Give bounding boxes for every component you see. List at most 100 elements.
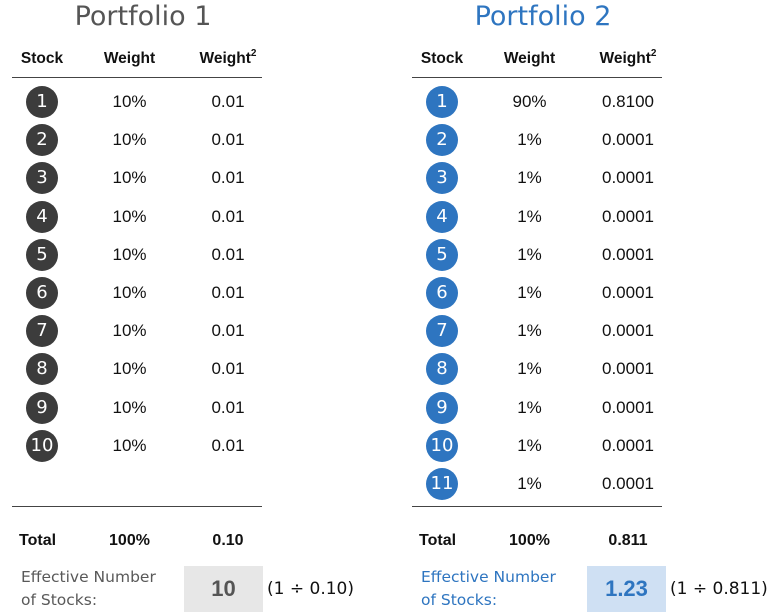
effective-number-formula: (1 ÷ 0.10) [267,579,354,599]
effective-number-label: Effective Number of Stocks: [21,566,181,612]
weight-cell: 1% [517,283,542,302]
table-row: 4 1% 0.0001 [412,200,674,233]
effective-label-line-1: Effective Number [21,568,156,586]
header-divider [412,77,662,78]
weight-cell: 1% [517,359,542,379]
stock-number-badge: 10 [426,429,458,462]
weight-cell: 10% [112,283,147,302]
table-row: 1 90% 0.8100 [412,86,674,118]
table-row: 1 10% 0.01 [12,86,274,118]
weight-cell: 90% [512,92,547,111]
weight-cell: 1% [517,130,542,150]
total-weight-squared: 0.811 [608,532,648,549]
table-row: 4 10% 0.01 [12,200,274,233]
weight-cell: 10% [112,435,147,455]
stock-number-badge: 10 [26,429,58,462]
table-row: 5 10% 0.01 [12,238,274,271]
stock-number-badge: 2 [26,124,58,157]
weight-cell: 10% [112,359,147,379]
weight-squared-cell: 0.01 [211,92,245,111]
total-divider [12,506,262,507]
stock-number-badge: 11 [426,468,458,500]
header-weight: Weight [103,50,156,67]
effective-label-line-2: of Stocks: [421,591,498,609]
effective-number-formula: (1 ÷ 0.811) [670,579,768,599]
stock-number-badge: 6 [26,277,58,309]
effective-label-line-2: of Stocks: [21,591,98,609]
weight-cell: 1% [517,321,542,341]
weight-squared-cell: 0.01 [211,130,245,150]
weight-squared-cell: 0.0001 [602,283,654,302]
weight-squared-cell: 0.01 [211,435,245,455]
header-weight-squared: Weight2 [582,46,674,72]
weight-squared-cell: 0.01 [211,168,245,188]
weight-squared-cell: 0.8100 [602,92,654,111]
stock-number-badge: 9 [426,391,458,424]
total-weight-squared: 0.10 [212,532,244,549]
table-row: 6 10% 0.01 [12,277,274,309]
portfolio-1-panel: Portfolio 1 Stock Weight Weight2 1 10% 0.0… [12,0,354,616]
weight-squared-cell: 0.0001 [602,474,654,493]
table-row: 7 1% 0.0001 [412,315,674,348]
weight-cell: 1% [517,474,542,493]
header-weight-squared: Weight2 [182,46,274,72]
table-row: 9 10% 0.01 [12,391,274,424]
header-weight: Weight [503,50,556,67]
weight-squared-cell: 0.01 [211,283,245,302]
table-row: 2 1% 0.0001 [412,124,674,157]
header-weight-squared-label: Weight [199,50,251,67]
header-stock: Stock [420,50,464,67]
stock-number-badge: 8 [26,353,58,386]
stock-number-badge: 5 [426,238,458,271]
stock-number-badge: 3 [26,162,58,195]
stock-number-badge: 7 [26,315,58,348]
stock-number-badge: 4 [426,200,458,233]
weight-squared-cell: 0.0001 [602,321,654,341]
effective-number-value: 10 [184,566,263,612]
table-row: 5 1% 0.0001 [412,238,674,271]
portfolio-2-panel: Portfolio 2 Stock Weight Weight2 1 90% 0.8… [412,0,768,616]
total-weight: 100% [509,532,550,549]
weight-squared-cell: 0.0001 [602,168,654,188]
portfolio-title: Portfolio 1 [74,1,212,32]
weight-squared-cell: 0.01 [211,359,245,379]
table-row: 10 1% 0.0001 [412,429,674,462]
table-row: 2 10% 0.01 [12,124,274,157]
weight-cell: 1% [517,168,542,188]
stock-number-badge: 6 [426,277,458,309]
table-row: 3 10% 0.01 [12,162,274,195]
weight-cell: 10% [112,244,147,264]
total-divider [412,506,662,507]
weight-cell: 10% [112,168,147,188]
weight-cell: 1% [517,244,542,264]
total-label: Total [19,532,57,549]
effective-number-label: Effective Number of Stocks: [421,566,581,612]
table-row: 6 1% 0.0001 [412,277,674,309]
stock-number-badge: 1 [426,86,458,118]
weight-cell: 10% [112,206,147,226]
table-row: 8 10% 0.01 [12,353,274,386]
effective-label-line-1: Effective Number [421,568,556,586]
weight-squared-cell: 0.0001 [602,130,654,150]
weight-squared-cell: 0.0001 [602,435,654,455]
total-label: Total [419,532,457,549]
portfolio-title: Portfolio 2 [474,1,612,32]
weight-squared-cell: 0.0001 [602,359,654,379]
weight-cell: 10% [112,397,147,417]
weight-squared-cell: 0.0001 [602,206,654,226]
squared-superscript: 2 [250,47,257,59]
table-row: 7 10% 0.01 [12,315,274,348]
weight-squared-cell: 0.0001 [602,397,654,417]
weight-cell: 10% [112,130,147,150]
weight-squared-cell: 0.01 [211,206,245,226]
stock-number-badge: 2 [426,124,458,157]
squared-superscript: 2 [650,47,657,59]
weight-cell: 10% [112,321,147,341]
stock-number-badge: 9 [26,391,58,424]
table-row: 10 10% 0.01 [12,429,274,462]
weight-squared-cell: 0.01 [211,244,245,264]
table-row: 8 1% 0.0001 [412,353,674,386]
header-stock: Stock [20,50,64,67]
weight-squared-cell: 0.01 [211,397,245,417]
header-weight-squared-label: Weight [599,50,651,67]
